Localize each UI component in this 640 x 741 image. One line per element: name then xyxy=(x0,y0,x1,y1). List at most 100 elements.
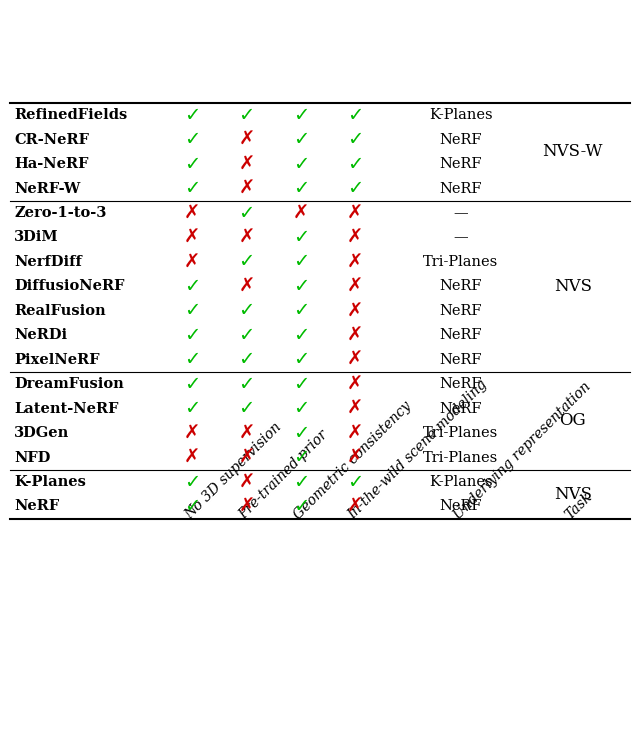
Text: NeRDi: NeRDi xyxy=(14,328,67,342)
Text: PixelNeRF: PixelNeRF xyxy=(14,353,100,367)
Text: ✗: ✗ xyxy=(238,155,255,173)
Text: ✓: ✓ xyxy=(184,350,200,369)
Text: DiffusioNeRF: DiffusioNeRF xyxy=(14,279,125,293)
Text: ✓: ✓ xyxy=(238,204,255,222)
Text: ✗: ✗ xyxy=(238,448,255,467)
Text: NeRF: NeRF xyxy=(440,377,482,391)
Text: 3DiM: 3DiM xyxy=(14,230,59,245)
Text: ✓: ✓ xyxy=(347,473,364,491)
Text: ✓: ✓ xyxy=(347,155,364,173)
Text: ✗: ✗ xyxy=(347,424,364,442)
Text: ✓: ✓ xyxy=(184,302,200,320)
Text: ✓: ✓ xyxy=(238,375,255,393)
Text: ✓: ✓ xyxy=(292,350,309,369)
Text: Underlying representation: Underlying representation xyxy=(451,380,593,522)
Text: ✓: ✓ xyxy=(292,399,309,418)
Text: ✓: ✓ xyxy=(292,302,309,320)
Text: ✓: ✓ xyxy=(238,326,255,345)
Text: ✓: ✓ xyxy=(292,155,309,173)
Text: ✓: ✓ xyxy=(347,130,364,149)
Text: ✓: ✓ xyxy=(292,448,309,467)
Text: ✓: ✓ xyxy=(184,130,200,149)
Text: ✓: ✓ xyxy=(184,326,200,345)
Text: NeRF-W: NeRF-W xyxy=(14,182,81,196)
Text: ✗: ✗ xyxy=(238,277,255,296)
Text: Tri-Planes: Tri-Planes xyxy=(423,451,499,465)
Text: ✓: ✓ xyxy=(238,302,255,320)
Text: Pre-trained prior: Pre-trained prior xyxy=(237,428,331,522)
Text: NFD: NFD xyxy=(14,451,51,465)
Text: Geometric consistency: Geometric consistency xyxy=(291,399,414,522)
Text: ✗: ✗ xyxy=(347,228,364,247)
Text: ✓: ✓ xyxy=(292,130,309,149)
Text: ✗: ✗ xyxy=(238,473,255,491)
Text: Tri-Planes: Tri-Planes xyxy=(423,255,499,269)
Text: NeRF: NeRF xyxy=(440,353,482,367)
Text: ✓: ✓ xyxy=(292,253,309,271)
Text: —: — xyxy=(454,230,468,245)
Text: ✓: ✓ xyxy=(238,350,255,369)
Text: NeRF: NeRF xyxy=(440,304,482,318)
Text: ✗: ✗ xyxy=(347,326,364,345)
Text: Latent-NeRF: Latent-NeRF xyxy=(14,402,118,416)
Text: ✓: ✓ xyxy=(292,228,309,247)
Text: ✓: ✓ xyxy=(292,326,309,345)
Text: ✓: ✓ xyxy=(292,424,309,442)
Text: ✗: ✗ xyxy=(347,277,364,296)
Text: ✓: ✓ xyxy=(184,179,200,198)
Text: ✓: ✓ xyxy=(347,106,364,124)
Text: ✓: ✓ xyxy=(292,179,309,198)
Text: ✗: ✗ xyxy=(184,228,200,247)
Text: RefinedFields: RefinedFields xyxy=(14,108,127,122)
Text: In-the-wild scene modeling: In-the-wild scene modeling xyxy=(346,378,490,522)
Text: ✓: ✓ xyxy=(184,155,200,173)
Text: ✓: ✓ xyxy=(292,277,309,296)
Text: ✓: ✓ xyxy=(238,106,255,124)
Text: ✗: ✗ xyxy=(347,375,364,393)
Text: ✗: ✗ xyxy=(184,204,200,222)
Text: NeRF: NeRF xyxy=(440,499,482,514)
Text: ✓: ✓ xyxy=(238,253,255,271)
Text: ✗: ✗ xyxy=(347,350,364,369)
Text: NeRF: NeRF xyxy=(440,402,482,416)
Text: NeRF: NeRF xyxy=(440,279,482,293)
Text: NeRF: NeRF xyxy=(440,157,482,171)
Text: NeRF: NeRF xyxy=(440,328,482,342)
Text: 3DGen: 3DGen xyxy=(14,426,69,440)
Text: NeRF: NeRF xyxy=(440,133,482,147)
Text: Tri-Planes: Tri-Planes xyxy=(423,426,499,440)
Text: ✗: ✗ xyxy=(347,497,364,516)
Text: ✗: ✗ xyxy=(347,302,364,320)
Text: ✗: ✗ xyxy=(347,253,364,271)
Text: NVS-W: NVS-W xyxy=(543,144,603,160)
Text: ✓: ✓ xyxy=(347,179,364,198)
Text: Task: Task xyxy=(563,490,595,522)
Text: ✗: ✗ xyxy=(184,448,200,467)
Text: Ha-NeRF: Ha-NeRF xyxy=(14,157,88,171)
Text: CR-NeRF: CR-NeRF xyxy=(14,133,89,147)
Text: DreamFusion: DreamFusion xyxy=(14,377,124,391)
Text: ✓: ✓ xyxy=(184,277,200,296)
Text: NerfDiff: NerfDiff xyxy=(14,255,82,269)
Text: ✓: ✓ xyxy=(292,375,309,393)
Text: NeRF: NeRF xyxy=(440,182,482,196)
Text: K-Planes: K-Planes xyxy=(429,475,493,489)
Text: ✓: ✓ xyxy=(292,106,309,124)
Text: ✓: ✓ xyxy=(184,106,200,124)
Text: ✗: ✗ xyxy=(238,497,255,516)
Text: K-Planes: K-Planes xyxy=(429,108,493,122)
Text: ✓: ✓ xyxy=(184,399,200,418)
Text: ✓: ✓ xyxy=(292,473,309,491)
Text: NVS: NVS xyxy=(554,486,592,502)
Text: No 3D supervision: No 3D supervision xyxy=(182,420,284,522)
Text: OG: OG xyxy=(559,413,586,429)
Text: ✓: ✓ xyxy=(184,375,200,393)
Text: ✗: ✗ xyxy=(238,228,255,247)
Text: Zero-1-to-3: Zero-1-to-3 xyxy=(14,206,106,220)
Text: ✗: ✗ xyxy=(184,253,200,271)
Text: ✗: ✗ xyxy=(347,204,364,222)
Text: ✓: ✓ xyxy=(292,497,309,516)
Text: ✗: ✗ xyxy=(238,130,255,149)
Text: ✓: ✓ xyxy=(184,473,200,491)
Text: ✗: ✗ xyxy=(238,424,255,442)
